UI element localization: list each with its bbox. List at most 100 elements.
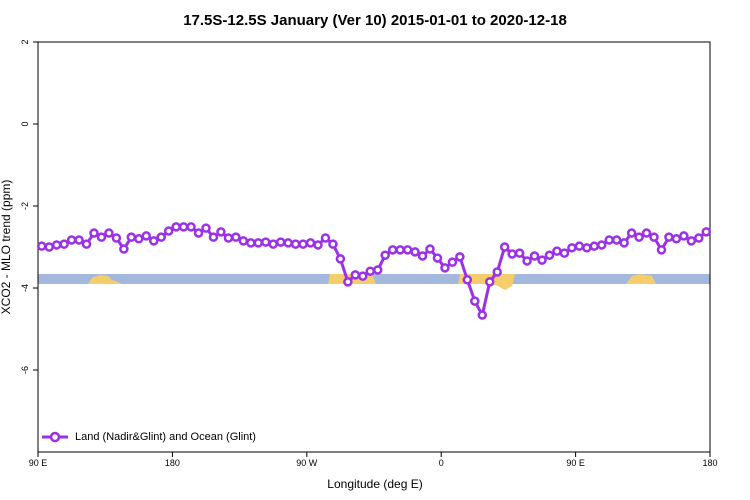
data-point: [208, 232, 219, 242]
data-point: [417, 251, 428, 261]
data-point: [313, 240, 323, 250]
data-point: [507, 249, 517, 259]
data-point: [499, 242, 510, 252]
data-point: [611, 235, 622, 245]
data-point: [514, 248, 525, 258]
data-point: [440, 263, 450, 273]
data-point: [66, 235, 77, 245]
data-point: [447, 257, 458, 267]
data-point: [671, 234, 682, 244]
data-point: [268, 239, 278, 249]
data-point: [686, 236, 697, 246]
y-tick-label: 2: [20, 39, 30, 44]
data-point: [111, 233, 122, 243]
data-point: [567, 243, 577, 253]
data-point: [552, 246, 562, 256]
land-patches: [88, 274, 656, 290]
data-point: [589, 241, 600, 251]
x-tick-label: 180: [165, 458, 180, 468]
data-point: [134, 234, 144, 244]
data-point: [455, 252, 465, 262]
data-point: [320, 233, 331, 243]
data-point: [559, 248, 570, 258]
data-point: [290, 239, 301, 249]
data-point: [74, 235, 84, 245]
data-point: [537, 255, 547, 265]
data-point: [619, 238, 629, 248]
data-point: [163, 226, 174, 236]
data-point: [701, 227, 712, 237]
data-point: [372, 265, 383, 275]
x-axis-label: Longitude (deg E): [327, 477, 422, 491]
data-point: [126, 232, 137, 242]
land-ocean-band: [38, 274, 710, 290]
x-tick-label: 90 E: [566, 458, 585, 468]
data-point: [656, 245, 667, 255]
y-tick-label: -6: [20, 366, 30, 374]
data-point: [350, 270, 361, 280]
data-point: [664, 232, 674, 242]
legend: Land (Nadir&Glint) and Ocean (Glint): [42, 431, 256, 443]
data-point: [89, 228, 99, 238]
data-point: [641, 228, 652, 238]
data-point: [104, 228, 114, 238]
x-tick-label: 90 W: [296, 458, 318, 468]
data-point: [544, 250, 555, 260]
data-point: [119, 244, 129, 254]
data-point: [626, 228, 637, 238]
data-point: [694, 233, 704, 243]
legend-marker: [49, 431, 61, 443]
data-point: [425, 244, 435, 254]
data-point: [679, 231, 689, 241]
data-point: [96, 232, 107, 242]
data-point: [358, 271, 368, 281]
data-point: [305, 238, 316, 248]
data-point: [529, 251, 540, 261]
data-point: [298, 239, 308, 249]
data-point: [402, 245, 413, 255]
data-point: [156, 232, 166, 242]
y-axis-label: XCO2 - MLO trend (ppm): [0, 180, 13, 315]
data-point: [582, 243, 592, 253]
data-point: [216, 227, 226, 237]
data-point: [649, 232, 659, 242]
data-point: [380, 250, 390, 260]
x-tick-label: 0: [439, 458, 444, 468]
data-point: [36, 241, 47, 251]
data-point: [59, 239, 69, 249]
y-tick-label: -2: [20, 202, 30, 210]
data-point: [81, 239, 92, 249]
data-point: [223, 233, 234, 243]
data-point: [634, 232, 644, 242]
chart-title: 17.5S-12.5S January (Ver 10) 2015-01-01 …: [183, 12, 567, 29]
data-point: [51, 240, 62, 250]
data-point: [44, 242, 54, 252]
data-point: [141, 231, 152, 241]
data-point: [148, 236, 159, 246]
data-point: [522, 256, 532, 266]
data-point: [387, 245, 398, 255]
data-point: [328, 239, 338, 249]
data-point: [178, 222, 189, 232]
data-point: [432, 253, 443, 263]
data-point: [477, 310, 488, 320]
legend-label: Land (Nadir&Glint) and Ocean (Glint): [75, 431, 256, 443]
data-point: [462, 275, 473, 285]
data-point: [171, 222, 181, 232]
data-point: [484, 277, 495, 287]
data-point: [283, 238, 293, 248]
data-point: [253, 238, 264, 248]
data-point: [186, 222, 196, 232]
data-point: [410, 247, 420, 257]
data-point: [395, 245, 405, 255]
data-point: [365, 266, 376, 276]
y-tick-label: 0: [20, 121, 30, 126]
y-tick-label: -4: [20, 284, 30, 292]
data-point: [275, 237, 286, 247]
data-point: [246, 238, 256, 248]
data-point: [470, 296, 480, 306]
data-point: [260, 237, 271, 247]
x-tick-label: 90 E: [29, 458, 48, 468]
